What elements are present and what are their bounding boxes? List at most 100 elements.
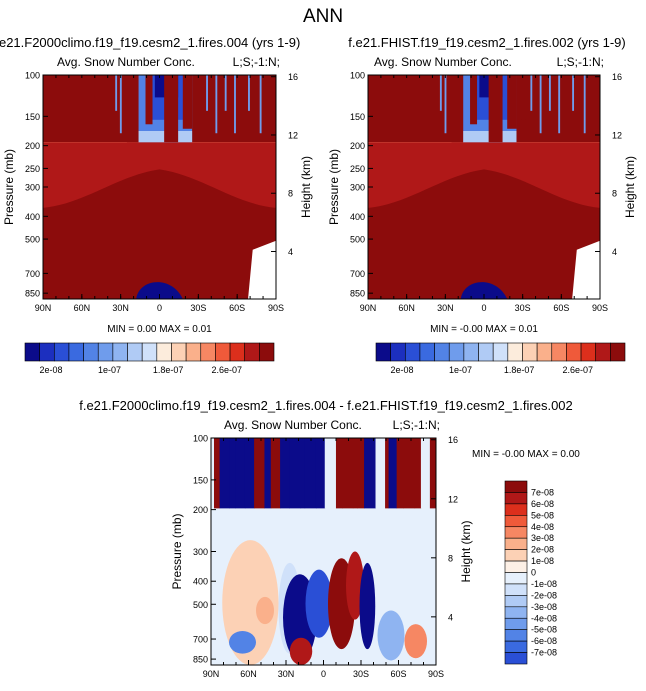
noise-column (219, 438, 230, 509)
colorbar-swatch (504, 595, 528, 608)
colorbar-label: 5e-08 (531, 510, 554, 520)
colorbar-swatch (504, 515, 528, 528)
colorbar-label: -2e-08 (531, 590, 557, 600)
colorbar-label: 1e-07 (98, 365, 121, 375)
colorbar-label: 2.6e-07 (211, 365, 242, 375)
colorbar-swatch (83, 342, 99, 362)
red-column (164, 75, 179, 143)
y-tick-label: 300 (193, 547, 208, 557)
colorbar-label: 3e-08 (531, 533, 554, 543)
x-tick-label: 60N (398, 303, 415, 313)
x-tick-label: 0 (321, 669, 326, 679)
x-tick-label: 90N (203, 669, 220, 679)
noise-column (388, 438, 398, 509)
colorbar-swatch (551, 342, 567, 362)
blue-streak (224, 75, 227, 111)
plot-field (368, 75, 600, 299)
noise-column (229, 438, 236, 509)
y-right-tick-label: 16 (288, 72, 298, 82)
blue-streak (583, 75, 586, 134)
y-right-tick-label: 4 (288, 247, 293, 257)
colorbar-swatch (504, 560, 528, 573)
x-tick-label: 60S (553, 303, 569, 313)
y-right-tick-label: 12 (448, 494, 458, 504)
colorbar-swatch (112, 342, 128, 362)
colorbar-swatch (504, 617, 528, 630)
y-tick-label: 200 (350, 141, 365, 151)
y-right-tick-label: 4 (612, 247, 617, 257)
difference-patch (346, 551, 364, 620)
noise-column (300, 438, 306, 509)
colorbar-swatch (185, 342, 202, 362)
colorbar-swatch (171, 342, 187, 362)
y-tick-label: 100 (25, 71, 40, 81)
chart-panel-2: f.e21.FHIST.f19_f19.cesm2_1.fires.002 (y… (327, 35, 637, 375)
min-max-label: MIN = 0.00 MAX = 0.01 (107, 324, 212, 335)
page-title: ANN (303, 6, 343, 27)
y-right-axis-label: Height (km) (623, 156, 637, 218)
panel-title: f.e21.FHIST.f19_f19.cesm2_1.fires.002 (y… (348, 35, 625, 50)
y-tick-label: 400 (350, 212, 365, 222)
y-right-axis-label: Height (km) (459, 520, 473, 582)
colorbar-swatch (127, 342, 143, 362)
y-tick-label: 500 (25, 235, 40, 245)
colorbar-label: 7e-08 (531, 487, 554, 497)
red-column (521, 75, 526, 120)
noise-column (396, 438, 404, 509)
y-tick-label: 500 (193, 600, 208, 610)
difference-patch (377, 610, 405, 661)
topography-mask (248, 240, 276, 299)
unit-label: L;S;-1:N; (233, 55, 280, 69)
noise-column (414, 438, 422, 509)
colorbar-swatch (259, 342, 275, 362)
x-tick-label: 30N (437, 303, 454, 313)
colorbar-label: 2.6e-07 (562, 365, 593, 375)
noise-column (304, 438, 317, 509)
difference-patch (289, 637, 313, 665)
y-tick-label: 200 (25, 141, 40, 151)
x-tick-label: 60S (390, 669, 406, 679)
colorbar-swatch (504, 526, 528, 539)
y-right-tick-label: 8 (612, 189, 617, 199)
colorbar-swatch (522, 342, 538, 362)
y-tick-label: 300 (350, 183, 365, 193)
colorbar-label: -6e-08 (531, 636, 557, 646)
x-tick-label: 30N (278, 669, 295, 679)
panel-title: f.e21.F2000climo.f19_f19.cesm2_1.fires.0… (0, 35, 300, 50)
y-tick-label: 850 (25, 289, 40, 299)
x-tick-label: 30S (190, 303, 206, 313)
colorbar-swatch (504, 629, 528, 642)
difference-patch (305, 569, 333, 638)
y-right-tick-label: 4 (448, 612, 453, 622)
y-right-axis-label: Height (km) (299, 156, 313, 218)
blue-streak (248, 75, 250, 111)
x-tick-label: 90S (428, 669, 444, 679)
blue-streak (215, 75, 218, 134)
y-right-tick-label: 12 (288, 130, 298, 140)
noise-column (352, 438, 358, 509)
colorbar-swatch (53, 342, 70, 362)
colorbar-swatch (536, 342, 553, 362)
plot-field (43, 75, 276, 299)
colorbar-swatch (610, 342, 626, 362)
noise-column (211, 438, 215, 509)
x-tick-label: 0 (481, 303, 486, 313)
noise-column (335, 438, 343, 509)
y-right-tick-label: 16 (448, 435, 458, 445)
colorbar-swatch (504, 549, 528, 562)
colorbar-swatch (419, 342, 435, 362)
noise-column (429, 438, 436, 509)
y-axis-label: Pressure (mb) (2, 149, 16, 225)
colorbar-label: 1.8e-07 (153, 365, 184, 375)
min-max-label: MIN = -0.00 MAX = 0.00 (472, 449, 580, 460)
variable-label: Avg. Snow Number Conc. (374, 55, 512, 69)
blue-streak (539, 75, 542, 134)
red-column (451, 75, 464, 143)
blue-streak (115, 75, 118, 111)
blue-streak (444, 75, 447, 134)
blue-streak (530, 75, 533, 111)
colorbar-swatch (504, 503, 528, 516)
colorbar-swatch (68, 342, 84, 362)
colorbar-swatch (504, 480, 528, 493)
